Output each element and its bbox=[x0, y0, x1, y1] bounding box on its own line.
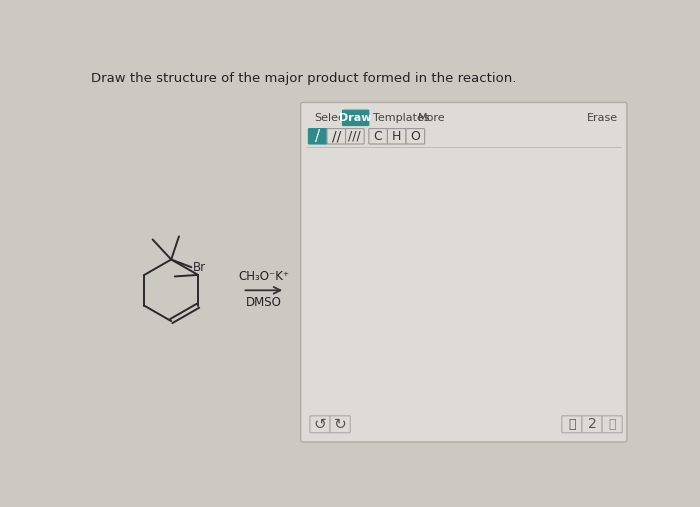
FancyBboxPatch shape bbox=[582, 416, 602, 433]
Text: Select: Select bbox=[314, 113, 349, 123]
FancyBboxPatch shape bbox=[346, 129, 364, 144]
Text: 🔍: 🔍 bbox=[608, 418, 616, 431]
FancyBboxPatch shape bbox=[406, 129, 425, 144]
FancyBboxPatch shape bbox=[327, 129, 346, 144]
FancyBboxPatch shape bbox=[342, 110, 369, 126]
Text: More: More bbox=[418, 113, 445, 123]
Text: /: / bbox=[315, 129, 320, 144]
Text: H: H bbox=[392, 130, 401, 143]
FancyBboxPatch shape bbox=[387, 129, 406, 144]
Text: ↻: ↻ bbox=[334, 417, 346, 432]
FancyBboxPatch shape bbox=[300, 102, 627, 442]
Text: ↺: ↺ bbox=[314, 417, 326, 432]
FancyBboxPatch shape bbox=[310, 416, 330, 433]
FancyBboxPatch shape bbox=[309, 129, 327, 144]
Text: O: O bbox=[410, 130, 420, 143]
FancyBboxPatch shape bbox=[330, 416, 350, 433]
Text: C: C bbox=[374, 130, 382, 143]
Text: DMSO: DMSO bbox=[246, 297, 281, 309]
Text: ///: /// bbox=[349, 130, 361, 143]
Text: Br: Br bbox=[193, 261, 206, 274]
Text: Templates: Templates bbox=[372, 113, 429, 123]
FancyBboxPatch shape bbox=[369, 129, 387, 144]
Text: //: // bbox=[332, 129, 341, 143]
Text: 2: 2 bbox=[588, 417, 596, 431]
Text: 🔍: 🔍 bbox=[568, 418, 575, 431]
Text: CH₃O⁻K⁺: CH₃O⁻K⁺ bbox=[238, 270, 289, 282]
Text: Draw the structure of the major product formed in the reaction.: Draw the structure of the major product … bbox=[90, 71, 516, 85]
Text: Erase: Erase bbox=[587, 113, 618, 123]
FancyBboxPatch shape bbox=[562, 416, 582, 433]
Text: Draw: Draw bbox=[340, 113, 372, 123]
FancyBboxPatch shape bbox=[602, 416, 622, 433]
